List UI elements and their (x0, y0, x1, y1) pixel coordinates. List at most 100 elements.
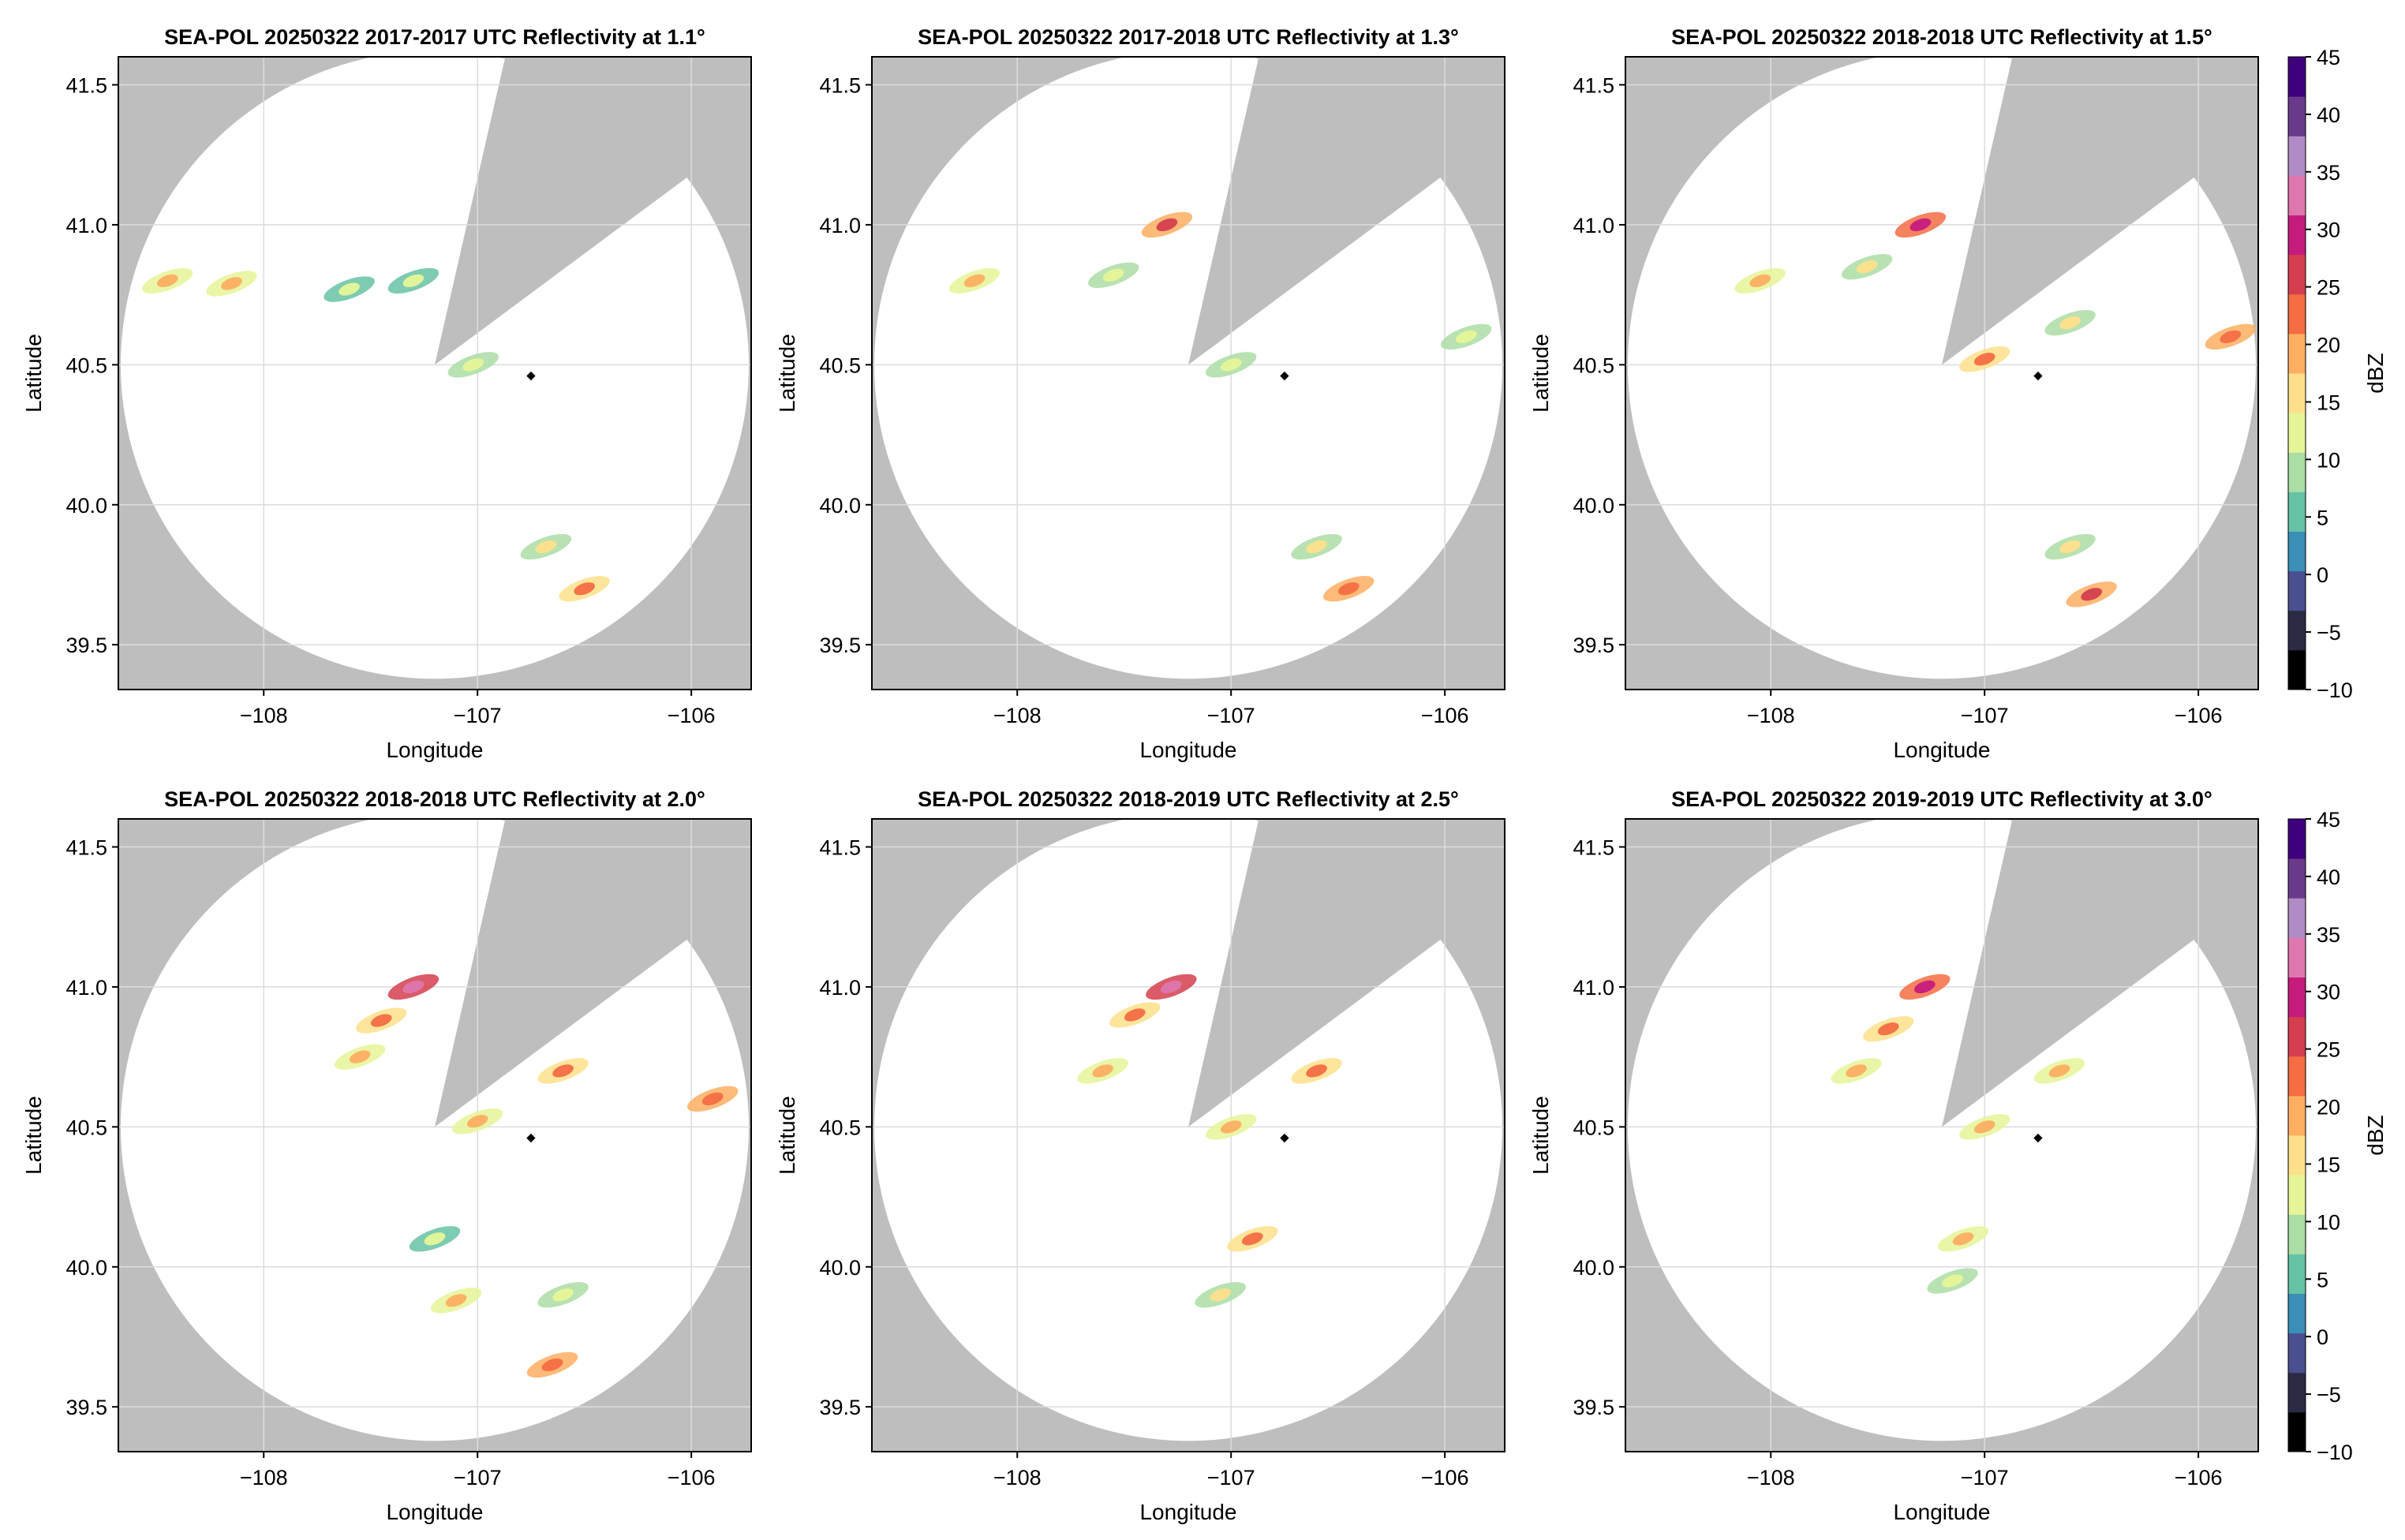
x-tick-label: −106 (2175, 1466, 2223, 1490)
y-tick-label: 39.5 (1573, 1396, 1614, 1419)
echo-core (1913, 980, 1936, 994)
colorbar-2: −10 −5 0 5 10 15 20 25 30 35 40 45 dBZ (2287, 808, 2388, 1464)
echo-core (370, 1014, 392, 1027)
echo-core (1942, 1274, 1963, 1288)
radar-coverage (121, 819, 749, 1441)
echo-core (1952, 1232, 1974, 1246)
colorbar-tick-label: −5 (2317, 1383, 2341, 1407)
echo-core (1220, 1120, 1242, 1134)
site-marker (526, 371, 536, 381)
panel-title: SEA-POL 20250322 2017-2017 UTC Reflectiv… (164, 25, 705, 49)
echo-core (338, 282, 360, 296)
echo-core (1909, 218, 1932, 232)
colorbar-segment (2288, 531, 2306, 572)
colorbar-segment (2288, 819, 2306, 859)
x-tick-label: −107 (1961, 704, 2009, 727)
y-tick-label: 40.5 (1573, 1116, 1614, 1139)
radar-coverage (874, 819, 1502, 1441)
y-tick-label: 39.5 (819, 1396, 861, 1419)
echo-core (221, 277, 242, 290)
x-tick-label: −108 (240, 704, 288, 727)
x-tick-label: −106 (1421, 704, 1469, 727)
y-axis-label: Latitude (21, 334, 46, 413)
colorbar-tick-label: 30 (2317, 219, 2340, 242)
colorbar-segment (2288, 1056, 2306, 1097)
colorbar-segment (2288, 1333, 2306, 1374)
y-tick-label: 41.0 (1573, 976, 1614, 1000)
echo-core (1156, 218, 1178, 232)
y-axis-label: Latitude (21, 1096, 46, 1175)
y-tick-label: 40.5 (819, 1116, 861, 1139)
echo-core (1092, 1064, 1113, 1078)
x-tick-label: −107 (1207, 704, 1255, 727)
colorbar-segment (2288, 96, 2306, 136)
colorbar-segment (2288, 293, 2306, 335)
colorbar-tick-label: 45 (2317, 808, 2340, 832)
colorbar-segment (2288, 1254, 2306, 1294)
colorbar-tick-label: −10 (2317, 678, 2353, 702)
echo-core (1856, 260, 1878, 274)
y-tick-label: 39.5 (819, 634, 861, 657)
colorbar-segment (2288, 1095, 2306, 1136)
plot-frame (871, 56, 1505, 690)
echo-core (1846, 1064, 1867, 1078)
colorbar-segment (2288, 570, 2306, 611)
y-tick-label: 41.5 (1573, 835, 1614, 859)
y-tick-label: 40.0 (65, 494, 107, 518)
panel-6: −108 −107 −106 39.5 40.0 40.5 41.0 41.5 SEA-POL … (1528, 787, 2259, 1524)
x-tick-label: −107 (1961, 1466, 2009, 1490)
y-tick-label: 41.0 (819, 976, 861, 1000)
y-tick-label: 39.5 (1573, 634, 1614, 657)
colorbar-segment (2288, 1214, 2306, 1254)
panel-title: SEA-POL 20250322 2018-2019 UTC Reflectiv… (918, 787, 1459, 811)
panel-3: −108 −107 −106 39.5 40.0 40.5 41.0 41.5 SEA-POL … (1528, 25, 2259, 762)
x-axis-label: Longitude (1139, 738, 1236, 762)
x-tick-label: −107 (454, 704, 502, 727)
echo-core (701, 1092, 724, 1106)
echo-core (574, 582, 596, 596)
echo-core (1306, 1064, 1327, 1078)
x-axis-label: Longitude (1139, 1500, 1236, 1524)
y-tick-label: 41.5 (65, 73, 107, 97)
plot-frame (118, 818, 752, 1452)
colorbar-segment (2288, 610, 2306, 651)
echo-core (156, 274, 178, 288)
panel-5: −108 −107 −106 39.5 40.0 40.5 41.0 41.5 SEA-POL … (775, 787, 1505, 1524)
colorbar-tick-label: 20 (2317, 1096, 2340, 1119)
y-tick-label: 40.5 (65, 353, 107, 377)
x-tick-label: −106 (2175, 704, 2223, 727)
y-tick-label: 40.0 (819, 494, 861, 518)
colorbar-segment (2288, 373, 2306, 413)
colorbar-segment (2288, 898, 2306, 938)
y-axis-label: Latitude (775, 1096, 799, 1175)
colorbar-tick-label: 5 (2317, 506, 2328, 529)
y-tick-label: 40.0 (65, 1256, 107, 1280)
colorbar-segment (2288, 1293, 2306, 1334)
echo-core (552, 1288, 574, 1302)
colorbar-segment (2288, 937, 2306, 977)
site-marker (526, 1133, 536, 1143)
echo-core (1306, 540, 1327, 554)
colorbar-tick-label: 40 (2317, 865, 2340, 889)
y-tick-label: 41.5 (65, 835, 107, 859)
echo-core (1973, 353, 1995, 366)
panel-2: −108 −107 −106 39.5 40.0 40.5 41.0 41.5 SEA-POL … (775, 25, 1505, 762)
colorbar-tick-label: 30 (2317, 981, 2340, 1004)
y-axis-label: Latitude (1528, 1096, 1553, 1175)
panel-title: SEA-POL 20250322 2019-2019 UTC Reflectiv… (1671, 787, 2212, 811)
colorbar-frame (2287, 56, 2306, 690)
colorbar-segment (2288, 1135, 2306, 1176)
colorbar-segment (2288, 1372, 2306, 1413)
y-tick-label: 40.5 (819, 353, 861, 377)
radar-coverage (1628, 57, 2256, 679)
panel-title: SEA-POL 20250322 2017-2018 UTC Reflectiv… (918, 25, 1459, 49)
colorbar-tick-label: 10 (2317, 1210, 2340, 1234)
colorbar-segment (2288, 977, 2306, 1018)
colorbar-segment (2288, 1411, 2306, 1452)
colorbar-segment (2288, 254, 2306, 295)
echo-core (402, 274, 425, 288)
colorbar-tick-label: 0 (2317, 1325, 2328, 1349)
echo-core (466, 1115, 488, 1128)
echo-core (1160, 980, 1182, 994)
